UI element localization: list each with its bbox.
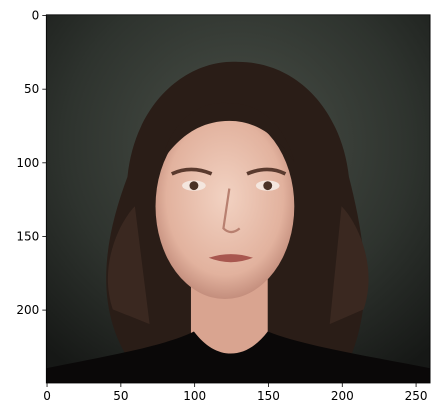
- x-tick-label: 200: [331, 389, 354, 403]
- y-tick-label: 200: [16, 303, 39, 317]
- y-tick-label: 100: [16, 156, 39, 170]
- y-tick-label: 150: [16, 229, 39, 243]
- x-tick-label: 0: [43, 389, 51, 403]
- x-tick-label: 250: [405, 389, 428, 403]
- y-tick-label: 50: [24, 82, 39, 96]
- portrait-photo: [46, 14, 431, 384]
- x-tick-label: 100: [183, 389, 206, 403]
- x-tick-label: 50: [113, 389, 128, 403]
- axes-frame: [45, 14, 431, 384]
- y-tick-label: 0: [32, 9, 40, 23]
- x-tick-label: 150: [257, 389, 280, 403]
